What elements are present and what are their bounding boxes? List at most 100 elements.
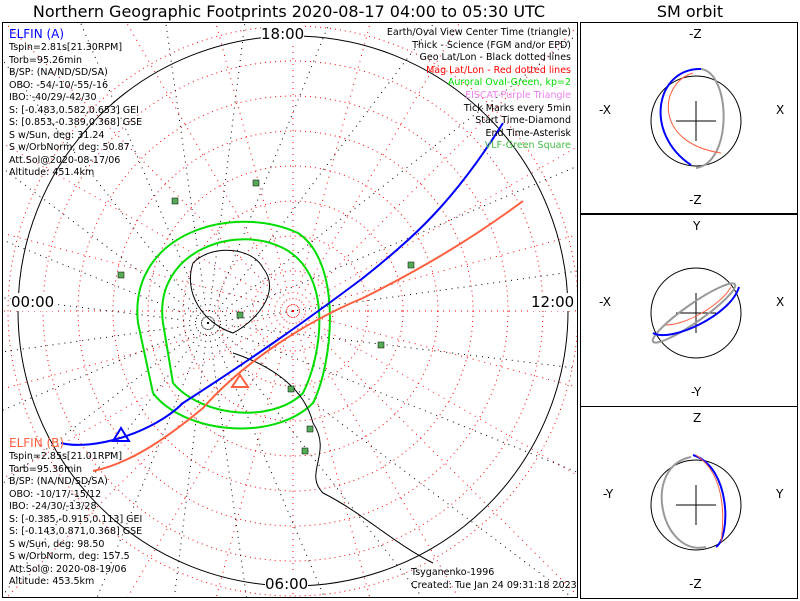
mag-lon-line (3, 232, 294, 312)
mag-lon-line (292, 146, 577, 312)
axis-left: -X (599, 103, 611, 117)
sm-panel-xy: Y -X X -Y (580, 214, 798, 407)
info-line: Altitude: 453.5km (9, 576, 95, 587)
sm-panel-xz: -Z -X X -Z (580, 22, 798, 214)
polar-map (3, 23, 577, 597)
geo-lon-line (3, 322, 209, 484)
vlf-station-square (306, 425, 314, 433)
elfin-b-track (92, 200, 524, 472)
mag-lon-line (292, 310, 371, 597)
legend-item: Tick Marks every 5min (463, 102, 571, 114)
vlf-station-square (377, 341, 385, 349)
axis-left: -Y (603, 487, 614, 501)
vlf-station-square (236, 311, 244, 319)
geo-lon-line (207, 270, 577, 324)
info-line: Att.Sol@: 2020-08-19/06 (9, 563, 127, 575)
legend-item: EISCAT-Purple Triangle (465, 89, 571, 101)
mag-lon-line (215, 23, 294, 312)
info-line: S: [-0.385,-0.915,0.113] GEI (9, 513, 143, 525)
info-line: Tspin=2.81s[21.30RPM] (9, 42, 123, 53)
mag-lon-line (127, 310, 294, 597)
geo-lon-line (165, 23, 209, 324)
info-line: B/SP: (NA/ND/SD/SA) (9, 476, 108, 487)
geo-lon-line (3, 239, 209, 324)
coastline (232, 352, 434, 564)
info-line: S w/Sun, deg: 98.50 (9, 538, 105, 550)
mag-lat-circle (182, 200, 404, 422)
geo-lon-line (207, 322, 577, 473)
axis-top: Z (693, 411, 702, 425)
hour-label-top: 18:00 (261, 25, 305, 43)
plot-title: Northern Geographic Footprints 2020-08-1… (32, 2, 546, 21)
geo-lon-line (207, 165, 577, 324)
geo-lon-line (80, 23, 209, 324)
vlf-station-square (301, 447, 309, 455)
geo-lon-line (207, 322, 423, 597)
geo-lon-line (3, 168, 209, 324)
orbit-plot (650, 267, 742, 359)
geo-lon-line (207, 34, 577, 324)
vlf-station-square (252, 179, 260, 187)
info-line: S: [0.853,-0.389,0.368] GSE (9, 117, 143, 128)
legend-item: Auroral Oval-Green, kp=2 (447, 77, 571, 89)
vlf-station-square (407, 261, 415, 269)
sm-orbit-title: SM orbit (656, 2, 724, 21)
legend-item: Thick - Science (FGM and/or EPD) (412, 39, 571, 51)
info-line: Torb=95.36min (9, 463, 83, 475)
axis-right: X (776, 295, 785, 309)
orbit-plot (650, 67, 742, 169)
axis-top: Y (693, 219, 701, 233)
mag-lon-line (292, 26, 577, 312)
elfin-a-label: ELFIN (A) (9, 27, 65, 41)
info-line: Tspin=2.85s[21.01RPM] (9, 451, 123, 462)
info-line: IBO: -24/30/-13/28 (9, 501, 97, 512)
geo-lon-line (3, 322, 209, 411)
info-line: Altitude: 451.4km (9, 167, 95, 178)
hour-label-right: 12:00 (531, 293, 575, 311)
axis-right: Y (776, 487, 784, 501)
legend-item: VLF-Green Square (484, 140, 571, 152)
elfin-b-info: ELFIN (B) Tspin=2.85s[21.01RPM] Torb=95.3… (9, 436, 142, 589)
info-line: S w/OrbNorm, deg: 50.87 (9, 142, 130, 153)
legend-item: Earth/Oval View Center Time (triangle) (386, 27, 571, 38)
axis-bottom: -Z (689, 193, 702, 207)
axis-top: -Z (689, 27, 702, 41)
info-line: Torb=95.26min (9, 54, 83, 66)
axis-bottom: -Z (689, 577, 702, 591)
info-line: Att.Sol@2020-08-17/06 (9, 154, 121, 166)
legend: Earth/Oval View Center Time (triangle) Th… (387, 27, 571, 153)
elfin-b-view-triangle (230, 373, 250, 388)
legend-item: Mag Lat/Lon - Red dotted lines (426, 64, 571, 76)
mag-lon-line (292, 310, 459, 597)
info-line: S w/OrbNorm, deg: 157.5 (9, 551, 130, 562)
axis-left: -X (599, 295, 611, 309)
info-line: IBO: -40/29/-42/30 (9, 92, 97, 103)
info-line: B/SP: (NA/ND/SD/SA) (9, 67, 108, 78)
legend-item: Geo Lat/Lon - Black dotted lines (419, 52, 571, 64)
info-line: S: [-0.483,0.582,0.653] GEI (9, 104, 139, 116)
elfin-a-view-triangle (111, 426, 131, 442)
created-label: Created: Tue Jan 24 09:31:18 2023 (411, 580, 577, 591)
info-line: S: [-0.143,0.871,0.368] GSE (9, 526, 143, 537)
hour-label-bottom: 06:00 (265, 575, 309, 593)
mag-lon-line (126, 23, 294, 312)
mag-lon-line (215, 310, 294, 597)
geo-lon-line (173, 322, 209, 597)
mag-lon-line (292, 310, 577, 596)
auroral-oval-outer (136, 220, 331, 430)
elfin-a-info: ELFIN (A) Tspin=2.81s[21.30RPM] Torb=95.2… (9, 27, 142, 180)
geo-lon-line (207, 322, 248, 597)
geo-lon-line (207, 322, 577, 369)
elfin-a-track (60, 122, 504, 446)
legend-item: End Time-Asterisk (485, 127, 571, 139)
auroral-oval-inner (161, 238, 321, 414)
geo-lon-line (96, 322, 209, 597)
sm-panel-yz: Z -Y Y -Z (580, 406, 798, 599)
coastline (189, 249, 270, 334)
vlf-station-square (117, 271, 125, 279)
geo-lon-line (3, 322, 209, 353)
elfin-b-label: ELFIN (B) (9, 436, 65, 450)
axis-bottom: -Y (691, 385, 702, 399)
info-line: OBO: -54/-10/-55/-16 (9, 79, 109, 91)
orbit-plot (650, 454, 742, 551)
